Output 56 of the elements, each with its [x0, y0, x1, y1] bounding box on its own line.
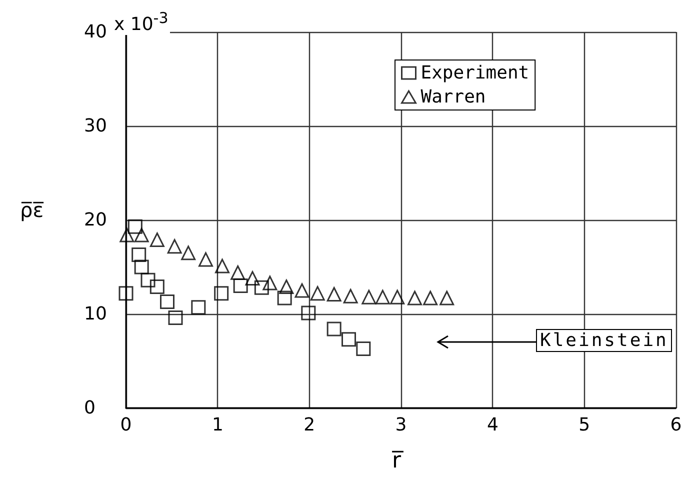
point: [214, 286, 229, 301]
y-tick-label: 10: [84, 304, 107, 324]
point: [134, 260, 149, 274]
point: [440, 290, 454, 306]
point: [277, 290, 292, 306]
point: [262, 276, 278, 290]
point: [181, 246, 196, 260]
point: [342, 332, 356, 347]
point: [215, 258, 230, 274]
y-tick-label: 20: [84, 210, 107, 230]
point: [118, 286, 134, 301]
x-axis-title: r̅: [391, 448, 404, 474]
point: [408, 290, 422, 306]
annotation: x 10$^{-3}$: [112, 9, 170, 35]
legend-label: Experiment: [420, 62, 530, 84]
point: [326, 287, 342, 302]
point: [301, 306, 316, 320]
x-tick-label: 6: [670, 414, 682, 436]
point: [390, 290, 405, 304]
annotation: Kleinstein: [536, 329, 672, 352]
point: [150, 279, 164, 294]
point: [230, 265, 246, 280]
point: [132, 248, 146, 262]
x-tick-label: 0: [120, 414, 132, 436]
point: [343, 288, 358, 304]
point: [191, 300, 206, 315]
x-tick-label: 1: [212, 414, 224, 436]
point: [326, 322, 342, 336]
x-tick-label: 5: [578, 414, 590, 436]
point: [356, 342, 371, 356]
point: [375, 290, 390, 304]
point: [245, 271, 260, 286]
point: [423, 290, 438, 306]
x-tick-label: 4: [486, 414, 498, 436]
y-tick-label: 40: [84, 22, 107, 42]
point: [167, 239, 182, 254]
point: [140, 272, 156, 288]
y-tick-label: 30: [84, 116, 107, 136]
y-tick-label: 0: [84, 398, 96, 418]
point: [233, 278, 248, 294]
point: [150, 232, 164, 247]
legend-label: Warren: [420, 86, 486, 108]
point: [128, 219, 142, 234]
y-axis-title: ρ̅ε̅: [20, 198, 44, 222]
point: [160, 294, 174, 310]
x-tick-label: 3: [395, 414, 407, 436]
point: [198, 252, 213, 267]
point: [294, 283, 310, 298]
point: [134, 228, 149, 242]
point: [362, 290, 376, 304]
point: [120, 228, 134, 242]
point: [279, 279, 294, 294]
point: [310, 286, 325, 301]
point: [254, 280, 269, 295]
point: [168, 310, 183, 326]
x-tick-label: 2: [304, 414, 316, 436]
